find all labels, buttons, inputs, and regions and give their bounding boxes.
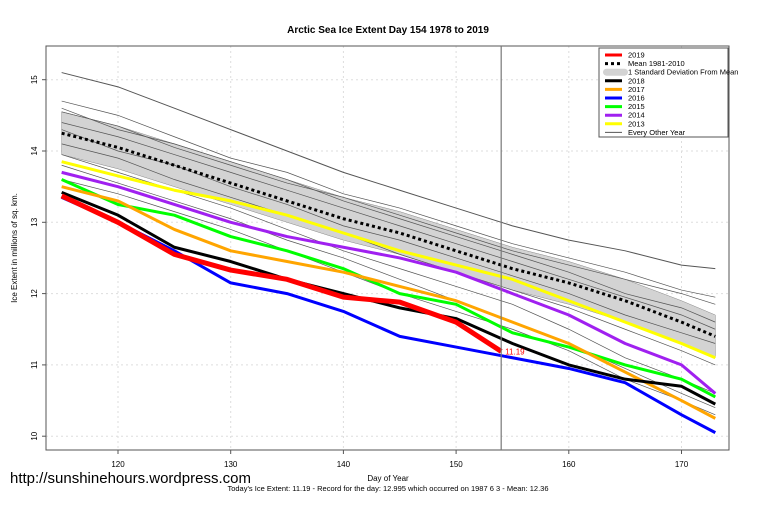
legend-label: 2016 xyxy=(628,94,645,103)
y-tick-label: 10 xyxy=(30,431,39,440)
series-line-2016 xyxy=(61,195,717,434)
other-year-line xyxy=(61,129,716,344)
series-line-2014 xyxy=(61,170,717,395)
x-tick-label: 120 xyxy=(111,460,125,469)
x-tick-label: 170 xyxy=(675,460,689,469)
x-tick-label: 160 xyxy=(562,460,576,469)
legend-label: 2019 xyxy=(628,51,645,60)
x-tick-label: 150 xyxy=(449,460,463,469)
other-year-line xyxy=(61,100,716,298)
legend-label: 2018 xyxy=(628,76,645,85)
legend-label: 2013 xyxy=(628,119,645,128)
series-line-2017 xyxy=(61,185,717,420)
legend-swatch xyxy=(603,68,628,76)
series-line-every-other-year xyxy=(61,72,716,270)
current-value-label: 11.19 xyxy=(505,347,525,356)
other-year-line xyxy=(61,122,716,330)
watermark: http://sunshinehours.wordpress.com xyxy=(10,470,251,487)
series-line-2018 xyxy=(61,190,717,406)
other-year-line xyxy=(61,107,716,323)
y-tick-label: 11 xyxy=(30,360,39,369)
other-year-line xyxy=(61,111,716,305)
series-line-2013 xyxy=(61,160,716,360)
x-axis-label: Day of Year xyxy=(367,474,409,483)
y-tick-label: 14 xyxy=(30,146,39,155)
y-axis-label: Ice Extent in millions of sq. km. xyxy=(10,193,19,303)
chart-subtitle: Today's Ice Extent: 11.19 - Record for t… xyxy=(227,484,548,493)
x-tick-label: 140 xyxy=(337,460,351,469)
legend-label: 2015 xyxy=(628,102,645,111)
sd-band xyxy=(61,111,716,359)
chart-title: Arctic Sea Ice Extent Day 154 1978 to 20… xyxy=(287,25,489,36)
other-year-line xyxy=(61,143,716,366)
other-year-line xyxy=(61,154,716,394)
y-tick-label: 12 xyxy=(30,289,39,298)
legend-label: 1 Standard Deviation From Mean xyxy=(628,68,738,77)
series-line-mean-1981-2010 xyxy=(61,131,716,338)
legend-label: Every Other Year xyxy=(628,128,686,137)
legend-label: 2014 xyxy=(628,111,645,120)
y-tick-label: 13 xyxy=(30,217,39,226)
legend-label: 2017 xyxy=(628,85,645,94)
other-year-line xyxy=(61,164,716,409)
plot-frame xyxy=(45,45,730,451)
series-line-2019 xyxy=(60,193,503,354)
x-tick-label: 130 xyxy=(224,460,238,469)
legend-label: Mean 1981-2010 xyxy=(628,59,685,68)
y-tick-label: 15 xyxy=(30,75,39,84)
legend-box xyxy=(598,47,729,138)
series-line-2015 xyxy=(61,178,717,399)
